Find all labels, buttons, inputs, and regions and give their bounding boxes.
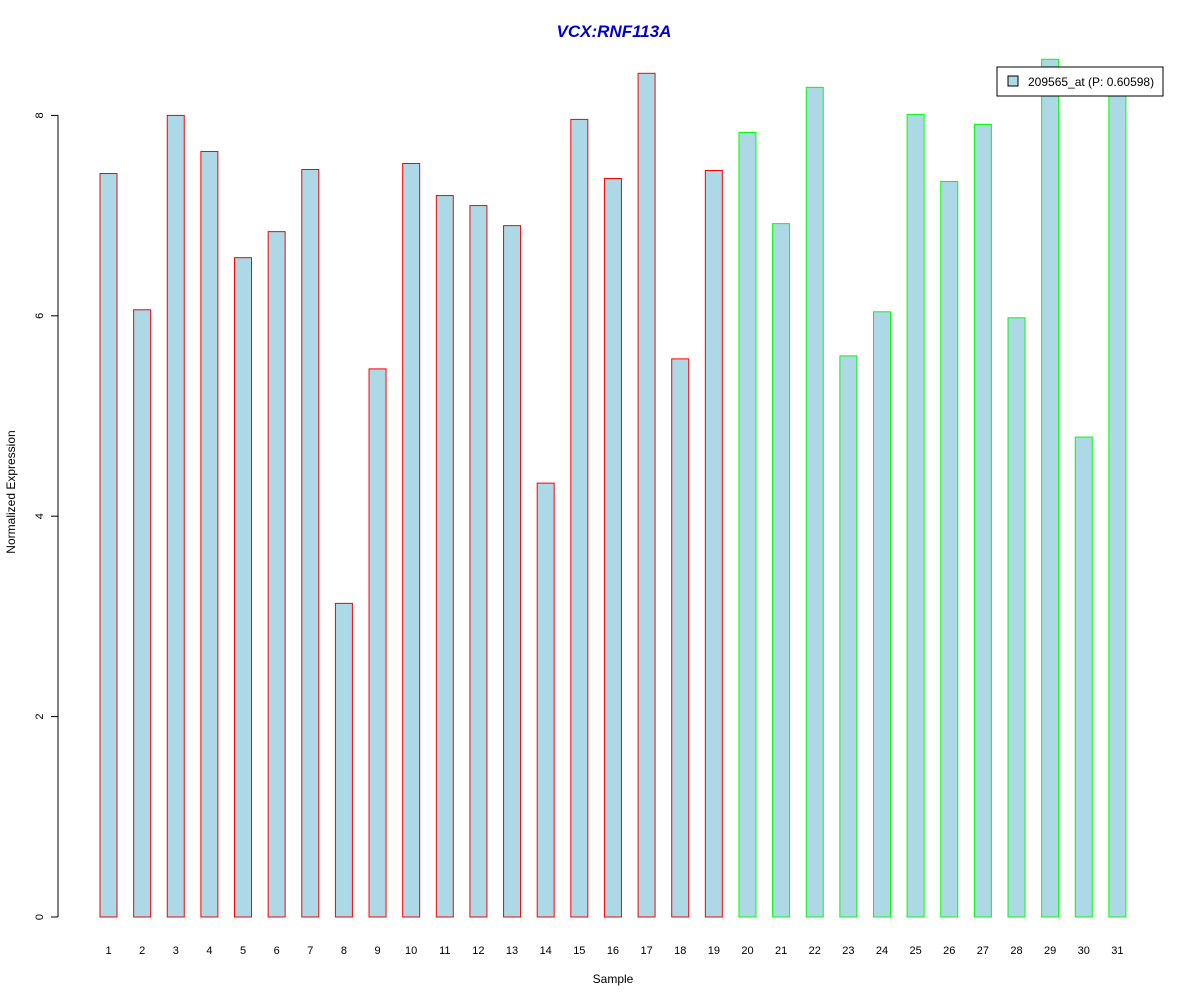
x-tick-label: 22 <box>809 945 821 957</box>
x-tick-label: 24 <box>876 945 888 957</box>
bar <box>1007 317 1026 918</box>
bar <box>1074 436 1093 918</box>
x-tick-label: 11 <box>439 945 450 957</box>
bar <box>402 162 421 918</box>
bar <box>772 223 791 918</box>
x-tick-label: 23 <box>842 945 854 957</box>
bar <box>872 311 891 918</box>
x-tick-label: 21 <box>775 945 787 957</box>
bar <box>166 114 185 918</box>
x-tick-label: 13 <box>506 945 518 957</box>
bar <box>200 150 219 918</box>
x-tick-labels: 1 2 3 4 5 6 7 8 9 10 11 12 13 14 15 16 17 18 19 20 21 22 23 24 2… <box>105 945 1123 957</box>
x-tick-label: 19 <box>708 945 720 957</box>
x-tick-label: 20 <box>741 945 753 957</box>
y-tick-label: 6 <box>34 313 46 319</box>
x-tick-label: 2 <box>139 945 145 957</box>
x-tick-label: 4 <box>206 945 212 957</box>
x-tick-label: 27 <box>977 945 989 957</box>
x-tick-label: 18 <box>674 945 686 957</box>
x-tick-label: 29 <box>1044 945 1056 957</box>
x-tick-label: 15 <box>573 945 585 957</box>
bar <box>503 225 522 918</box>
bar <box>570 118 589 918</box>
bar <box>1041 58 1060 918</box>
x-tick-label: 14 <box>540 945 552 957</box>
x-tick-label: 28 <box>1010 945 1022 957</box>
y-axis: 0 2 4 6 8 <box>34 112 59 920</box>
y-tick-label: 0 <box>34 914 46 920</box>
bar <box>234 257 253 918</box>
bar <box>906 113 925 918</box>
y-tick-label: 8 <box>34 112 46 118</box>
bar <box>301 169 320 918</box>
bar <box>603 178 622 918</box>
y-axis-label: Normalized Expression <box>4 430 18 553</box>
bar <box>133 309 152 918</box>
legend-box <box>996 66 1164 97</box>
x-tick-label: 7 <box>307 945 313 957</box>
bars <box>99 58 1127 918</box>
bar <box>469 205 488 918</box>
bar <box>940 181 959 918</box>
x-tick-label: 30 <box>1078 945 1090 957</box>
bar <box>637 72 656 918</box>
chart-title: VCX:RNF113A <box>557 22 672 41</box>
x-axis-label: Sample <box>593 972 634 986</box>
x-tick-label: 31 <box>1111 945 1123 957</box>
bar <box>1108 86 1127 918</box>
x-tick-label: 8 <box>341 945 347 957</box>
legend-swatch <box>1007 75 1019 87</box>
x-tick-label: 12 <box>472 945 484 957</box>
x-tick-label: 25 <box>909 945 921 957</box>
bar <box>738 131 757 918</box>
x-tick-label: 6 <box>274 945 280 957</box>
x-tick-label: 9 <box>374 945 380 957</box>
bar <box>704 170 723 918</box>
bar <box>368 368 387 918</box>
x-tick-label: 16 <box>607 945 619 957</box>
bar <box>839 355 858 918</box>
bar <box>99 173 118 918</box>
x-tick-label: 3 <box>173 945 179 957</box>
x-tick-label: 1 <box>105 945 111 957</box>
y-tick-label: 4 <box>34 513 46 519</box>
x-tick-label: 26 <box>943 945 955 957</box>
x-tick-label: 17 <box>640 945 652 957</box>
bar <box>973 123 992 918</box>
bar <box>334 602 353 918</box>
y-tick-label: 2 <box>34 714 46 720</box>
x-tick-label: 5 <box>240 945 246 957</box>
bar <box>671 358 690 918</box>
bar <box>805 86 824 918</box>
bar <box>267 231 286 918</box>
x-tick-label: 10 <box>405 945 417 957</box>
legend-label: 209565_at (P: 0.60598) <box>1028 75 1154 89</box>
bar <box>536 482 555 918</box>
legend: 209565_at (P: 0.60598) <box>996 66 1164 97</box>
bar <box>435 195 454 918</box>
